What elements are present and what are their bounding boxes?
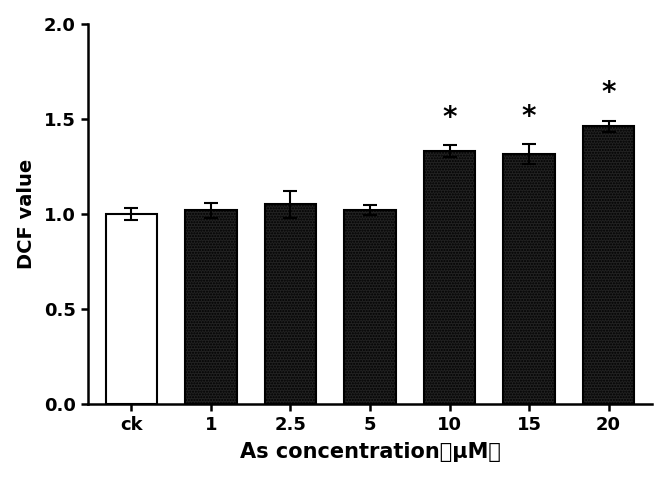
- Bar: [583, 126, 634, 404]
- Bar: [344, 210, 396, 404]
- Text: *: *: [442, 104, 457, 132]
- Bar: [423, 151, 476, 404]
- Y-axis label: DCF value: DCF value: [17, 159, 35, 269]
- Bar: [106, 214, 157, 404]
- Bar: [265, 205, 316, 404]
- Bar: [185, 210, 237, 404]
- Text: *: *: [522, 103, 537, 131]
- Text: *: *: [601, 80, 616, 107]
- Bar: [503, 154, 555, 404]
- X-axis label: As concentration（μM）: As concentration（μM）: [240, 442, 500, 462]
